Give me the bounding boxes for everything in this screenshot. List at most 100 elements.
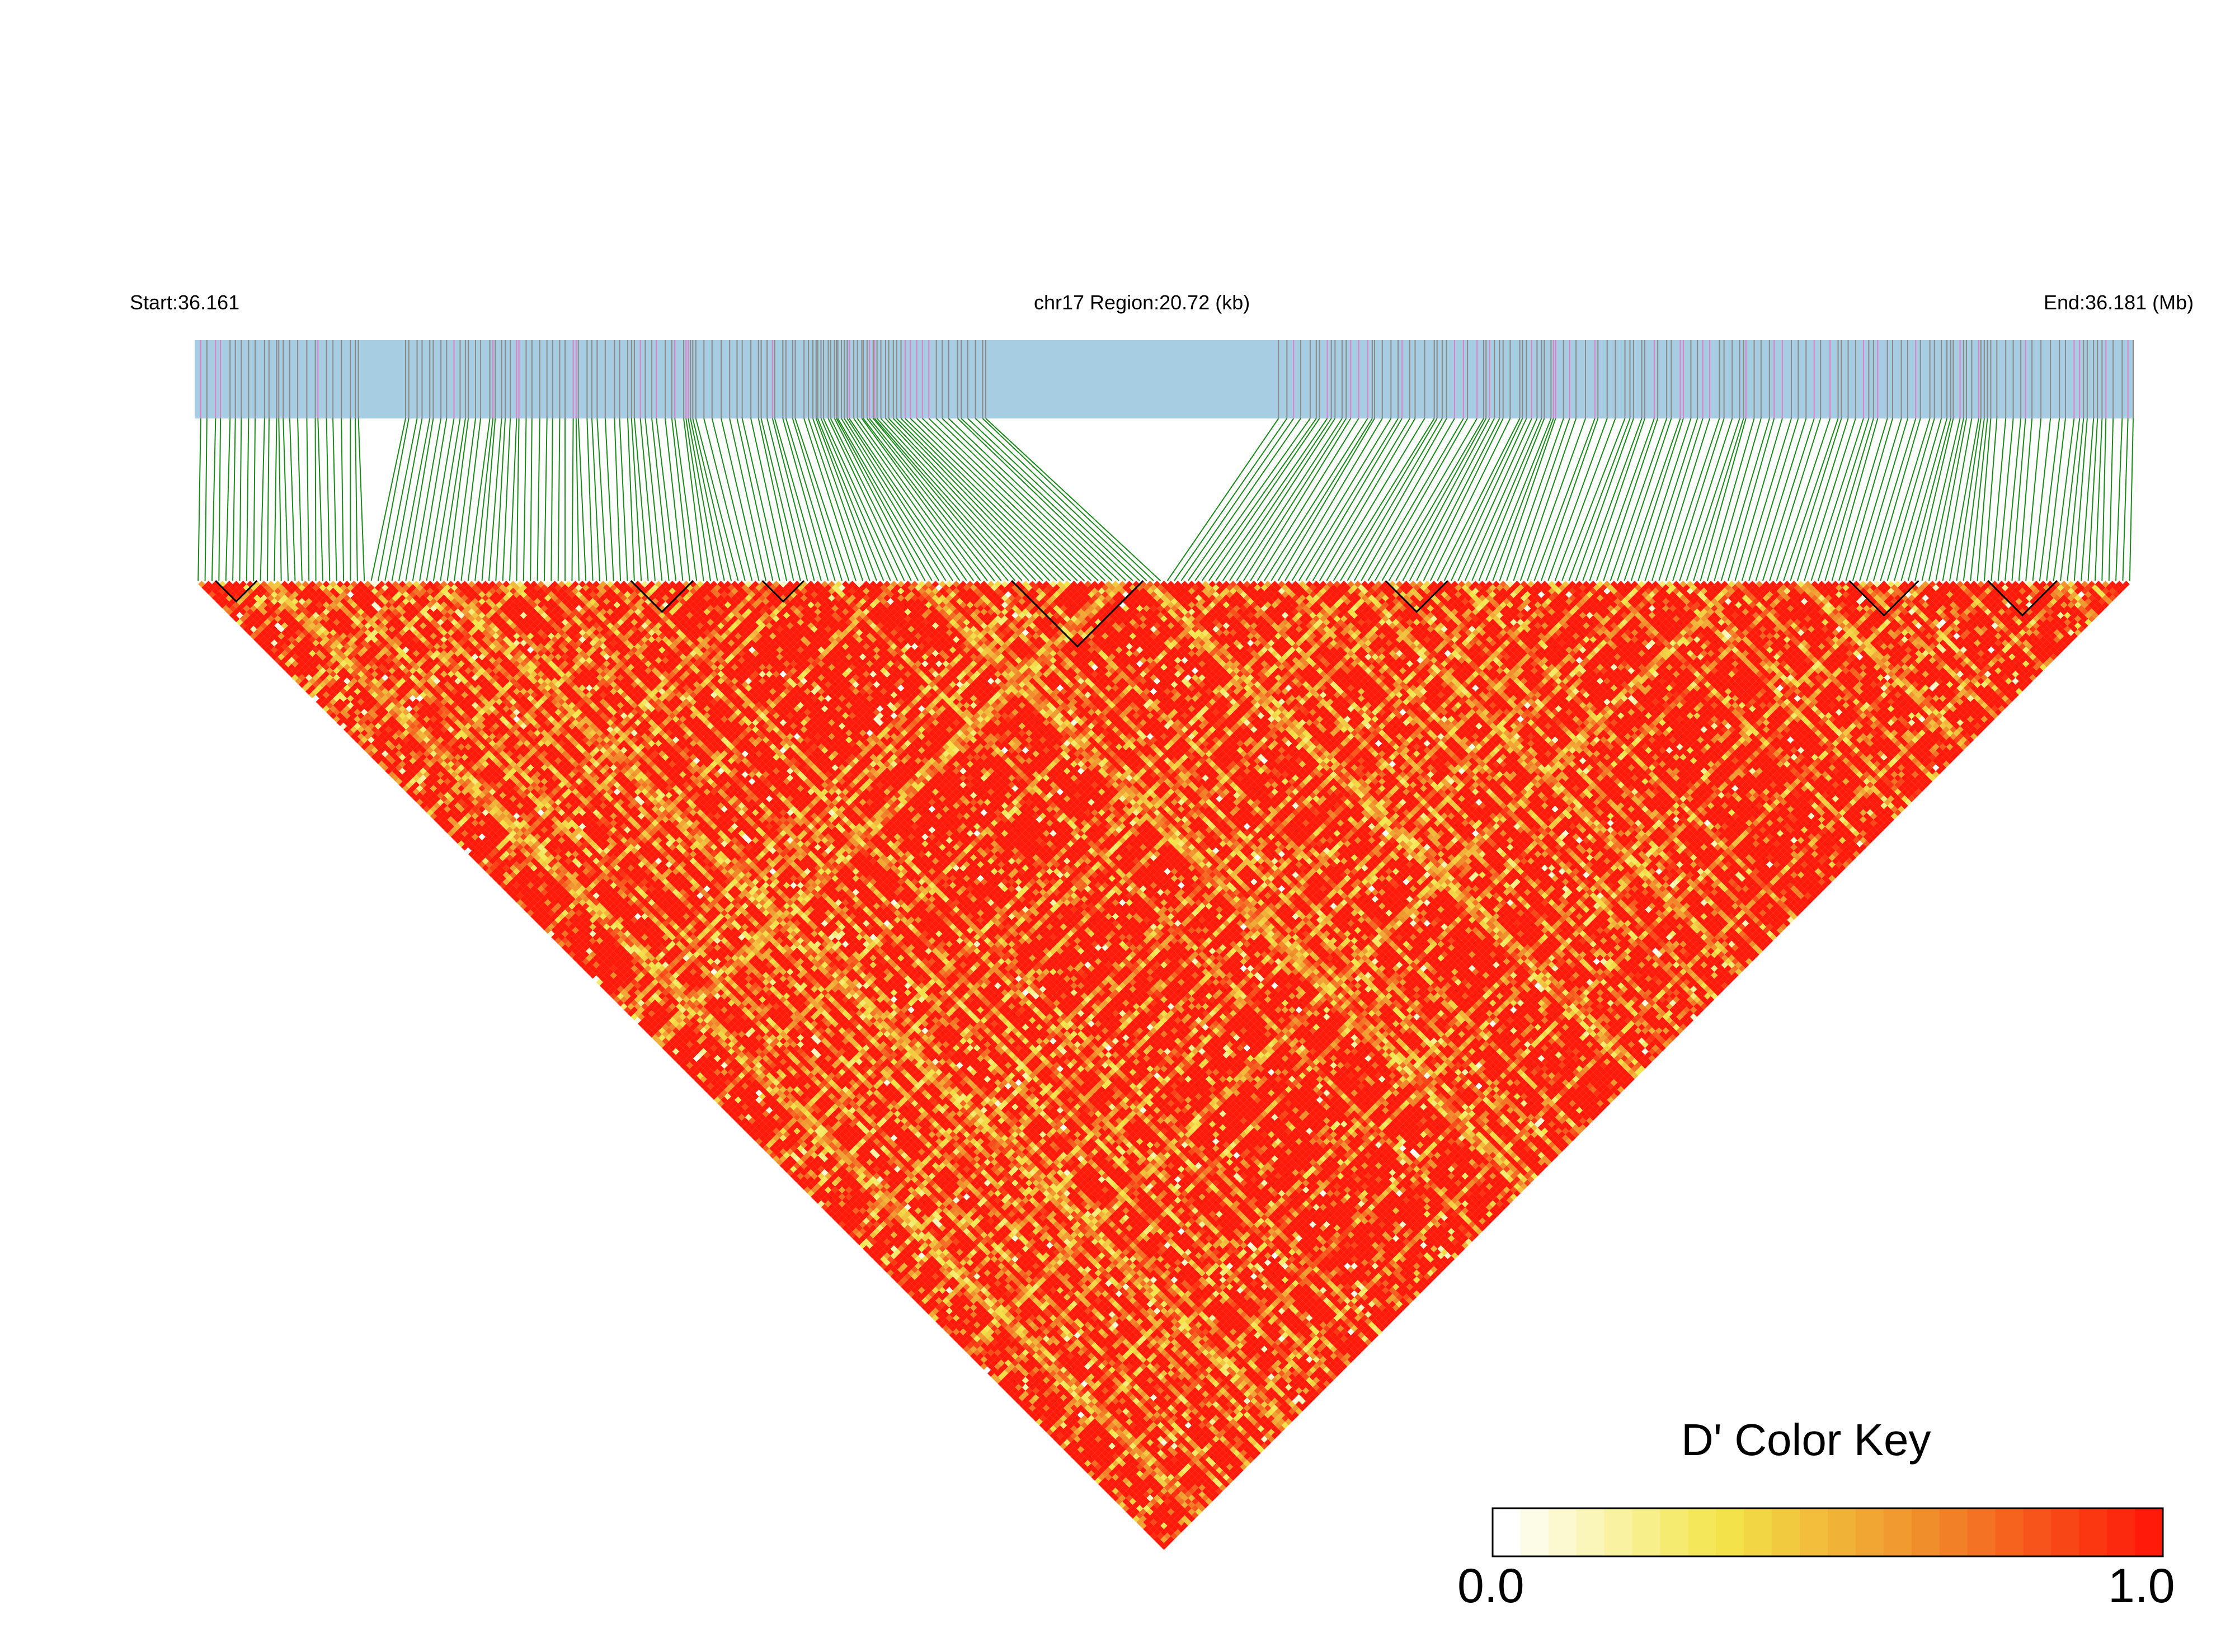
snp-connector bbox=[1472, 418, 1541, 581]
snp-connector bbox=[587, 418, 592, 581]
snp-connector bbox=[704, 418, 745, 581]
snp-connector bbox=[1673, 418, 1724, 581]
snp-connector bbox=[893, 418, 1050, 581]
snp-connector bbox=[355, 418, 357, 581]
snp-connector bbox=[2019, 418, 2032, 581]
snp-connector bbox=[1659, 418, 1710, 581]
snp-connector bbox=[371, 418, 406, 581]
snp-connector bbox=[516, 418, 519, 581]
snp-connector bbox=[1264, 418, 1368, 581]
snp-connector bbox=[2026, 418, 2041, 581]
snp-connector bbox=[1749, 418, 1798, 581]
snp-connector bbox=[420, 418, 446, 581]
snp-connector bbox=[538, 418, 540, 581]
snp-connector bbox=[1216, 418, 1327, 581]
snp-connector bbox=[835, 418, 919, 581]
snp-connector bbox=[385, 418, 417, 581]
snp-connector bbox=[721, 418, 759, 581]
snp-connector bbox=[226, 418, 230, 581]
snp-connector bbox=[949, 418, 1119, 581]
snp-connector bbox=[1701, 418, 1746, 581]
snp-connector bbox=[427, 418, 454, 581]
snp-connector bbox=[982, 418, 1154, 581]
snp-connector bbox=[1541, 418, 1598, 581]
snp-connector bbox=[816, 418, 877, 581]
snp-connector bbox=[605, 418, 614, 581]
snp-connector bbox=[406, 418, 433, 581]
snp-connector bbox=[318, 418, 323, 581]
snp-connector bbox=[1693, 418, 1743, 581]
snp-connector bbox=[1956, 418, 1980, 581]
snp-connector bbox=[942, 418, 1112, 581]
snp-connector bbox=[261, 418, 265, 581]
snp-connector bbox=[961, 418, 1133, 581]
snp-connector bbox=[1818, 418, 1869, 581]
snp-connector bbox=[327, 418, 330, 581]
snp-connector bbox=[378, 418, 409, 581]
snp-connector bbox=[614, 418, 620, 581]
snp-connector bbox=[1846, 418, 1893, 581]
snp-connector bbox=[808, 418, 863, 581]
snp-connector bbox=[2116, 418, 2122, 581]
snp-connector bbox=[1465, 418, 1537, 581]
snp-connector bbox=[1521, 418, 1576, 581]
snp-connector bbox=[1645, 418, 1698, 581]
snp-connector bbox=[1714, 418, 1761, 581]
snp-connector bbox=[937, 418, 1105, 581]
snp-connector bbox=[1666, 418, 1720, 581]
snp-connector bbox=[1209, 418, 1320, 581]
snp-connector bbox=[759, 418, 794, 581]
snp-connector bbox=[619, 418, 627, 581]
snp-connector bbox=[219, 418, 220, 581]
snp-connector bbox=[274, 418, 276, 581]
snp-connector bbox=[1998, 418, 2013, 581]
snp-connector bbox=[489, 418, 502, 581]
snp-connector bbox=[290, 418, 295, 581]
snp-connector bbox=[858, 418, 974, 581]
snp-connector bbox=[2109, 418, 2113, 581]
snp-connector bbox=[247, 418, 249, 581]
snp-connector bbox=[253, 418, 255, 581]
snp-connector bbox=[440, 418, 465, 581]
snp-connector bbox=[1679, 418, 1732, 581]
snp-connector bbox=[333, 418, 337, 581]
snp-connector bbox=[1230, 418, 1335, 581]
snp-connector bbox=[1493, 418, 1553, 581]
snp-connector bbox=[551, 418, 552, 581]
snp-connector bbox=[2033, 418, 2051, 581]
snp-connector bbox=[239, 418, 241, 581]
snp-connector bbox=[1562, 418, 1625, 581]
snp-connector bbox=[1991, 418, 2006, 581]
snp-connector bbox=[576, 418, 579, 581]
snp-connector bbox=[212, 418, 215, 581]
snp-connector bbox=[2130, 418, 2133, 581]
snp-connector-lines bbox=[198, 418, 2133, 581]
snp-connector bbox=[205, 418, 207, 581]
snp-connector bbox=[1271, 418, 1372, 581]
snp-connector bbox=[767, 418, 807, 581]
snp-connector bbox=[2102, 418, 2106, 581]
snp-connector bbox=[267, 418, 269, 581]
snp-connector bbox=[1770, 418, 1820, 581]
snp-connector bbox=[1908, 418, 1951, 581]
snp-connector bbox=[1174, 418, 1287, 581]
snp-connector bbox=[307, 418, 309, 581]
snp-connector bbox=[1652, 418, 1703, 581]
snp-connector bbox=[1832, 418, 1878, 581]
snp-connector bbox=[1721, 418, 1770, 581]
snp-connector bbox=[1500, 418, 1556, 581]
snp-connector bbox=[558, 418, 560, 581]
snp-connector bbox=[1168, 418, 1279, 581]
snp-connector bbox=[283, 418, 288, 581]
snp-connector bbox=[279, 418, 281, 581]
snp-connector bbox=[1444, 418, 1523, 581]
snp-connector bbox=[399, 418, 430, 581]
snp-connector bbox=[530, 418, 532, 581]
snp-connector bbox=[198, 418, 201, 581]
snp-connector bbox=[544, 418, 547, 581]
snp-connector bbox=[1687, 418, 1740, 581]
snp-connector bbox=[1735, 418, 1782, 581]
snp-connector bbox=[434, 418, 460, 581]
snp-connector bbox=[524, 418, 526, 581]
